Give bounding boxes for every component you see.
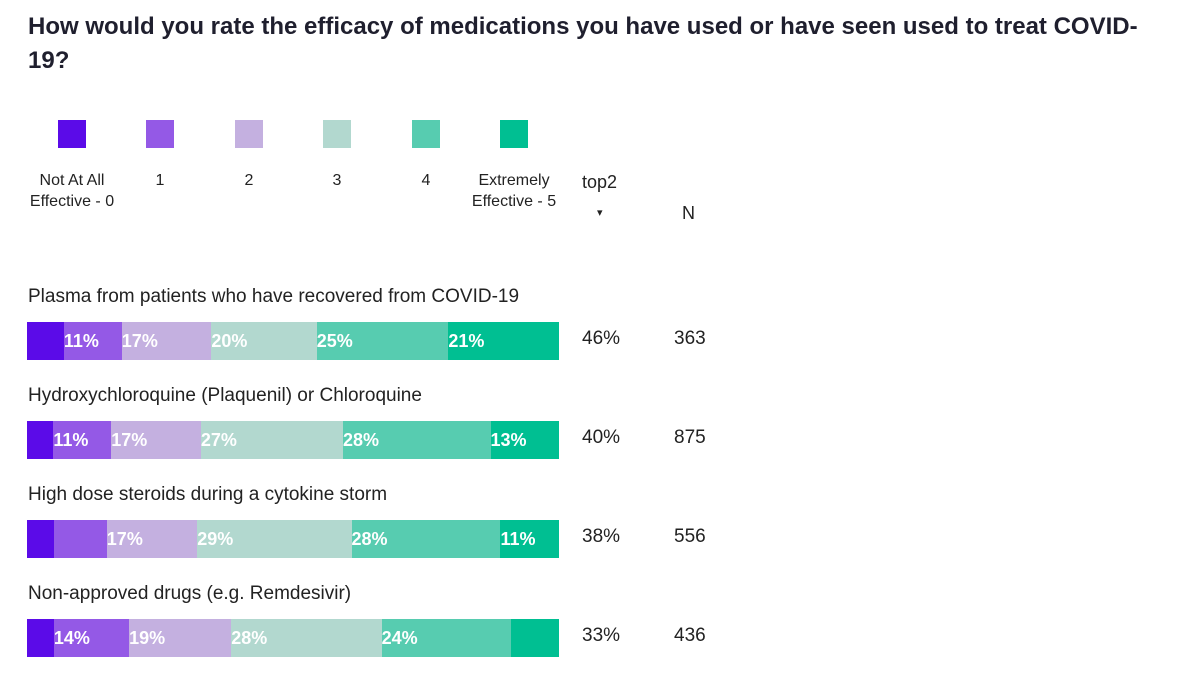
data-label: 17% — [106, 529, 143, 549]
n-value: 875 — [674, 427, 706, 448]
bar-segment[interactable] — [510, 619, 560, 657]
data-label: 11% — [500, 529, 536, 549]
chart-row: High dose steroids during a cytokine sto… — [0, 484, 1200, 579]
data-label: 21% — [448, 331, 485, 351]
data-label: 14% — [53, 628, 90, 648]
legend-label: 4 — [421, 172, 431, 189]
n-value: 556 — [674, 526, 706, 547]
legend-item[interactable]: Extremely Effective - 5 — [464, 120, 564, 212]
stacked-bar: 14% 19% 28% 24% — [27, 619, 560, 657]
chart-row: Hydroxychloroquine (Plaquenil) or Chloro… — [0, 385, 1200, 480]
top2-value: 38% — [582, 526, 621, 547]
sort-down-icon[interactable]: ▾ — [597, 207, 603, 219]
chart-title: How would you rate the efficacy of medic… — [28, 13, 1138, 74]
top2-value: 33% — [582, 625, 621, 646]
chart-row: Non-approved drugs (e.g. Remdesivir) 14% 1… — [0, 583, 1200, 678]
data-label: 28% — [343, 430, 380, 450]
data-label: 28% — [351, 529, 388, 549]
stacked-bar: 11% 17% 27% 28% 13% — [27, 421, 560, 459]
category-label: Non-approved drugs (e.g. Remdesivir) — [28, 583, 352, 604]
bar-segment[interactable] — [343, 421, 492, 459]
bar-segment[interactable] — [121, 322, 212, 360]
data-label: 13% — [490, 430, 527, 450]
data-label: 11% — [63, 331, 99, 351]
bar-segment[interactable] — [351, 520, 501, 558]
legend-swatch — [58, 120, 86, 148]
category-label: Plasma from patients who have recovered … — [28, 286, 520, 307]
legend-swatch — [146, 120, 174, 148]
top2-value: 46% — [582, 328, 621, 349]
legend-swatch — [412, 120, 440, 148]
legend-label: 2 — [244, 172, 254, 189]
bar-segment[interactable] — [53, 619, 130, 657]
bar-segment[interactable] — [53, 520, 108, 558]
data-label: 11% — [53, 430, 89, 450]
category-label: High dose steroids during a cytokine sto… — [28, 484, 388, 505]
data-label: 24% — [381, 628, 418, 648]
bar-segment[interactable] — [106, 520, 198, 558]
bar-segment[interactable] — [381, 619, 512, 657]
stacked-bar: 11% 17% 20% 25% 21% — [27, 322, 560, 360]
bar-segment[interactable] — [197, 520, 352, 558]
legend-swatch — [235, 120, 263, 148]
bar-segment[interactable] — [27, 520, 55, 558]
bar-segment[interactable] — [53, 421, 112, 459]
bar-segment[interactable] — [231, 619, 383, 657]
category-label: Hydroxychloroquine (Plaquenil) or Chloro… — [28, 385, 422, 406]
legend-label: Not At All Effective - 0 — [29, 172, 115, 210]
bar-segment[interactable] — [211, 322, 318, 360]
data-label: 28% — [231, 628, 268, 648]
data-label: 19% — [129, 628, 166, 648]
n-column-header: N — [682, 203, 695, 223]
n-value: 363 — [674, 328, 706, 349]
data-label: 29% — [197, 529, 234, 549]
top2-value: 40% — [582, 427, 621, 448]
top2-column-header[interactable]: top2 — [582, 172, 618, 192]
bar-segment[interactable] — [490, 421, 560, 459]
data-label: 25% — [316, 331, 353, 351]
legend-label: Extremely Effective - 5 — [471, 172, 557, 210]
data-label: 17% — [111, 430, 148, 450]
data-label: 17% — [121, 331, 158, 351]
legend-item[interactable]: 1 — [110, 120, 210, 191]
legend-swatch — [500, 120, 528, 148]
legend-label: 3 — [332, 172, 342, 189]
legend-item[interactable]: 4 — [376, 120, 476, 191]
bar-segment[interactable] — [316, 322, 449, 360]
chart-row: Plasma from patients who have recovered … — [0, 286, 1200, 381]
bar-segment[interactable] — [27, 421, 54, 459]
stacked-bar: 17% 29% 28% 11% — [27, 520, 560, 558]
legend-item[interactable]: 3 — [287, 120, 387, 191]
bar-segment[interactable] — [200, 421, 344, 459]
legend-item[interactable]: 2 — [199, 120, 299, 191]
data-label: 20% — [211, 331, 248, 351]
legend-item[interactable]: Not At All Effective - 0 — [22, 120, 122, 212]
bar-segment[interactable] — [129, 619, 232, 657]
bar-segment[interactable] — [63, 322, 123, 360]
bar-segment[interactable] — [448, 322, 560, 360]
bar-segment[interactable] — [27, 619, 55, 657]
bar-segment[interactable] — [111, 421, 202, 459]
data-label: 27% — [200, 430, 237, 450]
bar-segment[interactable] — [27, 322, 65, 360]
bar-segment[interactable] — [500, 520, 560, 558]
legend-swatch — [323, 120, 351, 148]
legend-label: 1 — [155, 172, 165, 189]
n-value: 436 — [674, 625, 706, 646]
